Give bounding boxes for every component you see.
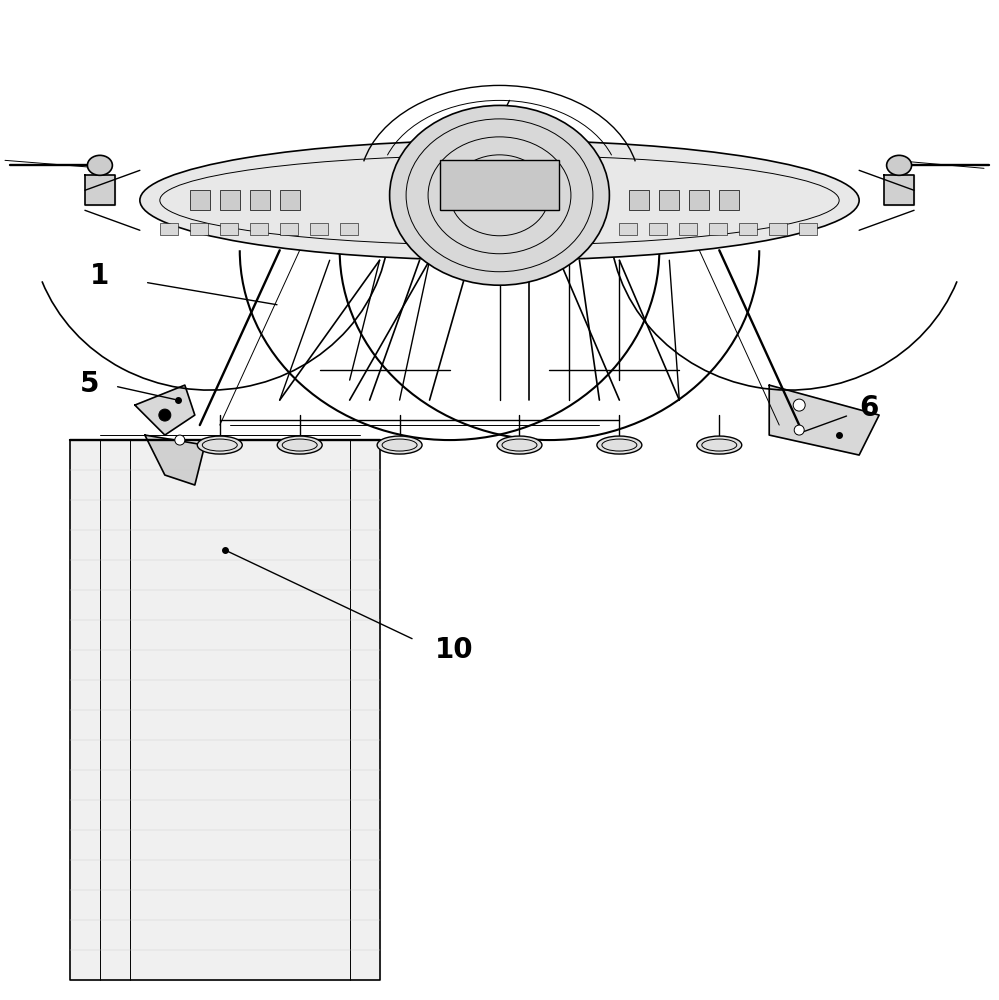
Circle shape [793, 399, 805, 411]
Ellipse shape [88, 155, 112, 175]
Bar [709, 223, 727, 235]
Bar [340, 223, 358, 235]
Text: 6: 6 [859, 394, 879, 422]
Circle shape [175, 435, 185, 445]
Ellipse shape [140, 140, 859, 260]
Polygon shape [85, 175, 115, 205]
Bar [310, 223, 328, 235]
Bar [220, 190, 240, 210]
Polygon shape [145, 435, 205, 485]
Bar [280, 223, 298, 235]
Bar [190, 190, 210, 210]
Polygon shape [769, 385, 879, 455]
Bar [679, 223, 697, 235]
Bar [689, 190, 709, 210]
Polygon shape [135, 385, 195, 435]
Bar [280, 190, 300, 210]
Bar [649, 223, 667, 235]
Bar [739, 223, 757, 235]
Bar [719, 190, 739, 210]
Bar [619, 223, 637, 235]
Bar [250, 190, 270, 210]
Ellipse shape [198, 436, 242, 454]
Bar [250, 223, 268, 235]
Bar [220, 223, 238, 235]
Ellipse shape [597, 436, 642, 454]
Circle shape [794, 425, 804, 435]
Polygon shape [70, 440, 380, 980]
Bar [629, 190, 649, 210]
Ellipse shape [390, 105, 609, 285]
Ellipse shape [697, 436, 741, 454]
Bar [659, 190, 679, 210]
Bar [160, 223, 178, 235]
Bar [799, 223, 817, 235]
Ellipse shape [378, 436, 423, 454]
Polygon shape [884, 175, 914, 205]
Text: 5: 5 [80, 370, 100, 398]
Ellipse shape [887, 155, 911, 175]
Circle shape [159, 409, 171, 421]
Bar [190, 223, 208, 235]
Bar [769, 223, 787, 235]
Ellipse shape [498, 436, 541, 454]
Bar [440, 160, 559, 210]
Text: 1: 1 [90, 262, 110, 290]
Text: 10: 10 [436, 636, 474, 664]
Ellipse shape [277, 436, 322, 454]
